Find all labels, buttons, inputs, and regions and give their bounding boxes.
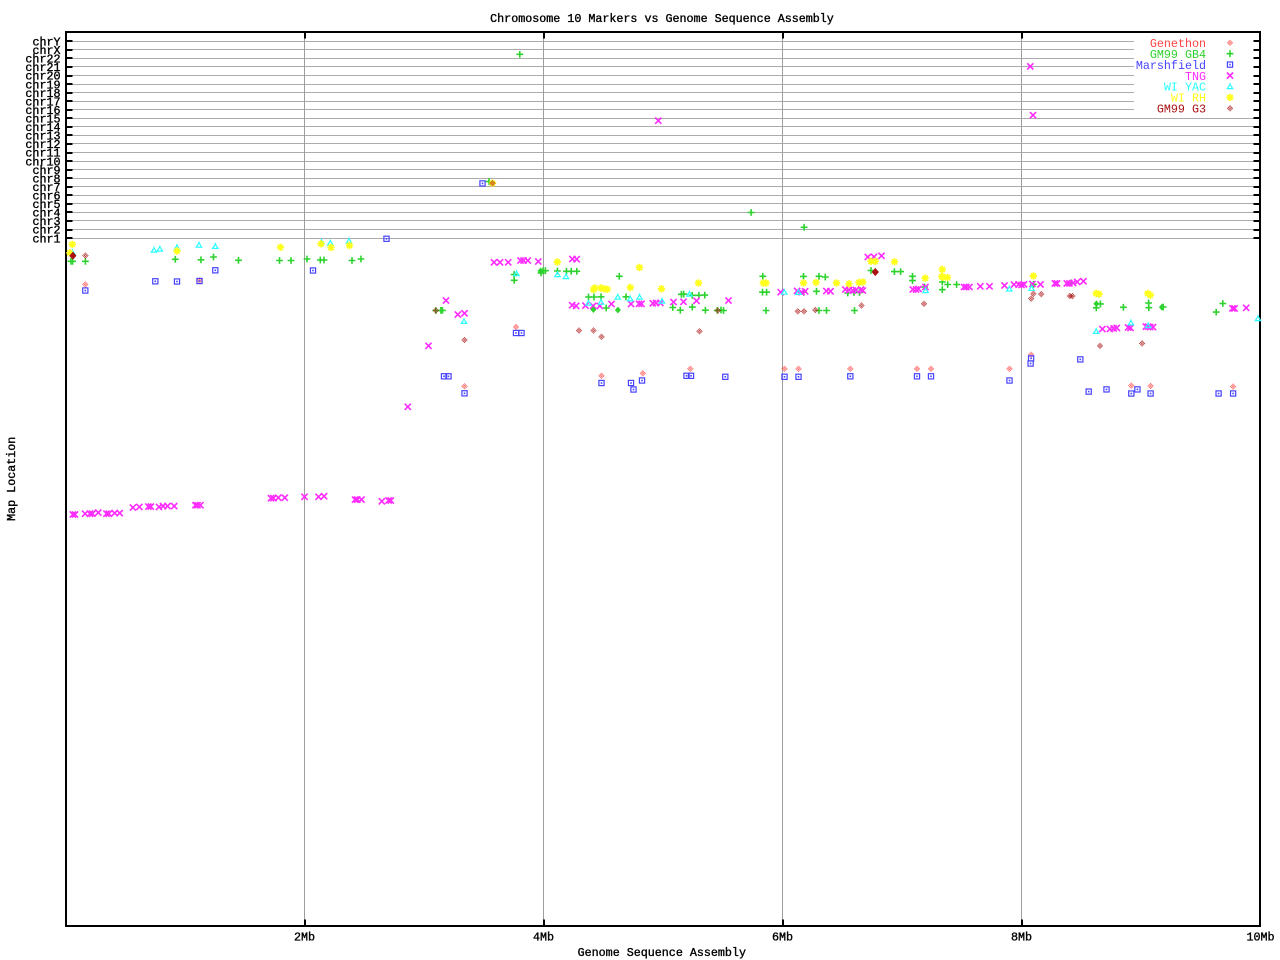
svg-text:8Mb: 8Mb: [1011, 931, 1032, 945]
svg-text:chr9: chr9: [32, 164, 60, 178]
svg-text:chr21: chr21: [25, 61, 60, 75]
svg-text:Chromosome 10 Markers vs Genom: Chromosome 10 Markers vs Genome Sequence…: [490, 12, 834, 26]
svg-text:WI RH: WI RH: [1171, 92, 1206, 106]
svg-text:Marshfield: Marshfield: [1136, 59, 1206, 73]
svg-text:10Mb: 10Mb: [1246, 931, 1274, 945]
svg-text:4Mb: 4Mb: [533, 931, 554, 945]
svg-text:chr13: chr13: [25, 130, 60, 144]
svg-text:chr2: chr2: [32, 224, 60, 238]
svg-text:chr16: chr16: [25, 104, 60, 118]
svg-text:chr3: chr3: [32, 215, 60, 229]
svg-text:chr4: chr4: [32, 207, 60, 221]
svg-text:chr6: chr6: [32, 190, 60, 204]
svg-text:6Mb: 6Mb: [772, 931, 793, 945]
svg-text:TNG: TNG: [1185, 70, 1206, 84]
svg-text:chr8: chr8: [32, 172, 60, 186]
svg-text:2Mb: 2Mb: [294, 931, 315, 945]
svg-text:chr19: chr19: [25, 78, 60, 92]
svg-text:chrY: chrY: [32, 36, 60, 50]
svg-text:chr12: chr12: [25, 138, 60, 152]
svg-text:chr14: chr14: [25, 121, 60, 135]
svg-text:chr5: chr5: [32, 198, 60, 212]
svg-text:Genethon: Genethon: [1150, 37, 1206, 51]
svg-text:WI YAC: WI YAC: [1164, 81, 1206, 95]
svg-text:chr20: chr20: [25, 70, 60, 84]
svg-text:GM99 G3: GM99 G3: [1157, 103, 1206, 117]
svg-text:Genome Sequence Assembly: Genome Sequence Assembly: [578, 946, 746, 960]
svg-text:chr15: chr15: [25, 113, 60, 127]
svg-text:GM99 GB4: GM99 GB4: [1150, 48, 1206, 62]
svg-text:chr18: chr18: [25, 87, 60, 101]
svg-text:chr17: chr17: [25, 95, 60, 109]
svg-text:chr11: chr11: [25, 147, 60, 161]
svg-text:chr7: chr7: [32, 181, 60, 195]
svg-text:chrX: chrX: [32, 44, 60, 58]
svg-text:chr22: chr22: [25, 53, 60, 67]
svg-text:Map Location: Map Location: [5, 437, 19, 521]
svg-text:chr1: chr1: [32, 232, 60, 246]
svg-text:chr10: chr10: [25, 155, 60, 169]
